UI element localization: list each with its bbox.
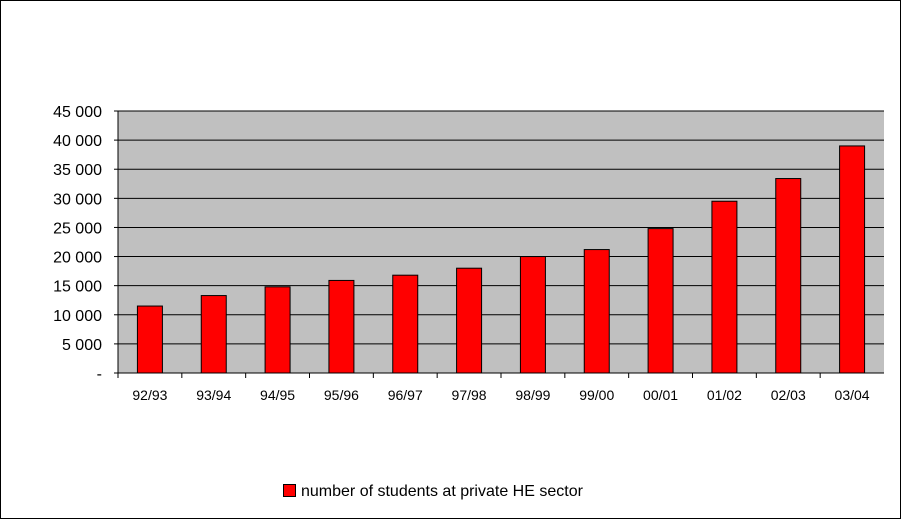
- legend: number of students at private HE sector: [283, 483, 583, 501]
- bar: [200, 295, 227, 374]
- bar: [136, 305, 163, 374]
- bar: [392, 274, 419, 374]
- x-tick-label: 99/00: [579, 387, 614, 403]
- x-tick-label: 97/98: [452, 387, 487, 403]
- y-tick-label: 15 000: [53, 279, 102, 296]
- y-tick-label: 5 000: [62, 337, 102, 354]
- x-tick-label: 95/96: [324, 387, 359, 403]
- bar: [647, 228, 674, 374]
- axes: [117, 111, 884, 378]
- gridlines: [114, 110, 884, 374]
- bar: [583, 249, 610, 374]
- bar: [839, 145, 866, 374]
- y-tick-label: 40 000: [53, 133, 102, 150]
- x-tick-label: 00/01: [643, 387, 678, 403]
- y-tick-label: 20 000: [53, 250, 102, 267]
- bar: [519, 256, 546, 374]
- legend-label: number of students at private HE sector: [301, 483, 583, 500]
- x-tick-label: 98/99: [515, 387, 550, 403]
- y-tick-label: -: [97, 366, 102, 383]
- x-tick-labels: 92/93 93/94 94/95 95/96 96/97 97/98 98/99 99/00…: [132, 387, 869, 403]
- bars: [136, 145, 866, 374]
- bar: [264, 286, 291, 374]
- y-tick-label: 35 000: [53, 162, 102, 179]
- plot-area: [118, 111, 884, 373]
- y-tick-label: 30 000: [53, 191, 102, 208]
- y-tick-labels: - 5 000 10 000 15 000 20 000 25 000 30 000 35 0…: [53, 104, 102, 383]
- x-tick-label: 01/02: [707, 387, 742, 403]
- x-tick-label: 02/03: [771, 387, 806, 403]
- x-tick-label: 03/04: [835, 387, 870, 403]
- x-tick-label: 93/94: [196, 387, 231, 403]
- legend-swatch: [283, 483, 296, 497]
- x-tick-label: 96/97: [388, 387, 423, 403]
- y-tick-label: 45 000: [53, 104, 102, 121]
- y-tick-label: 25 000: [53, 220, 102, 237]
- x-tick-label: 92/93: [132, 387, 167, 403]
- bar: [775, 178, 802, 374]
- y-tick-label: 10 000: [53, 308, 102, 325]
- bar: [456, 267, 483, 374]
- x-tick-label: 94/95: [260, 387, 295, 403]
- bar: [711, 200, 738, 374]
- bar: [328, 279, 355, 374]
